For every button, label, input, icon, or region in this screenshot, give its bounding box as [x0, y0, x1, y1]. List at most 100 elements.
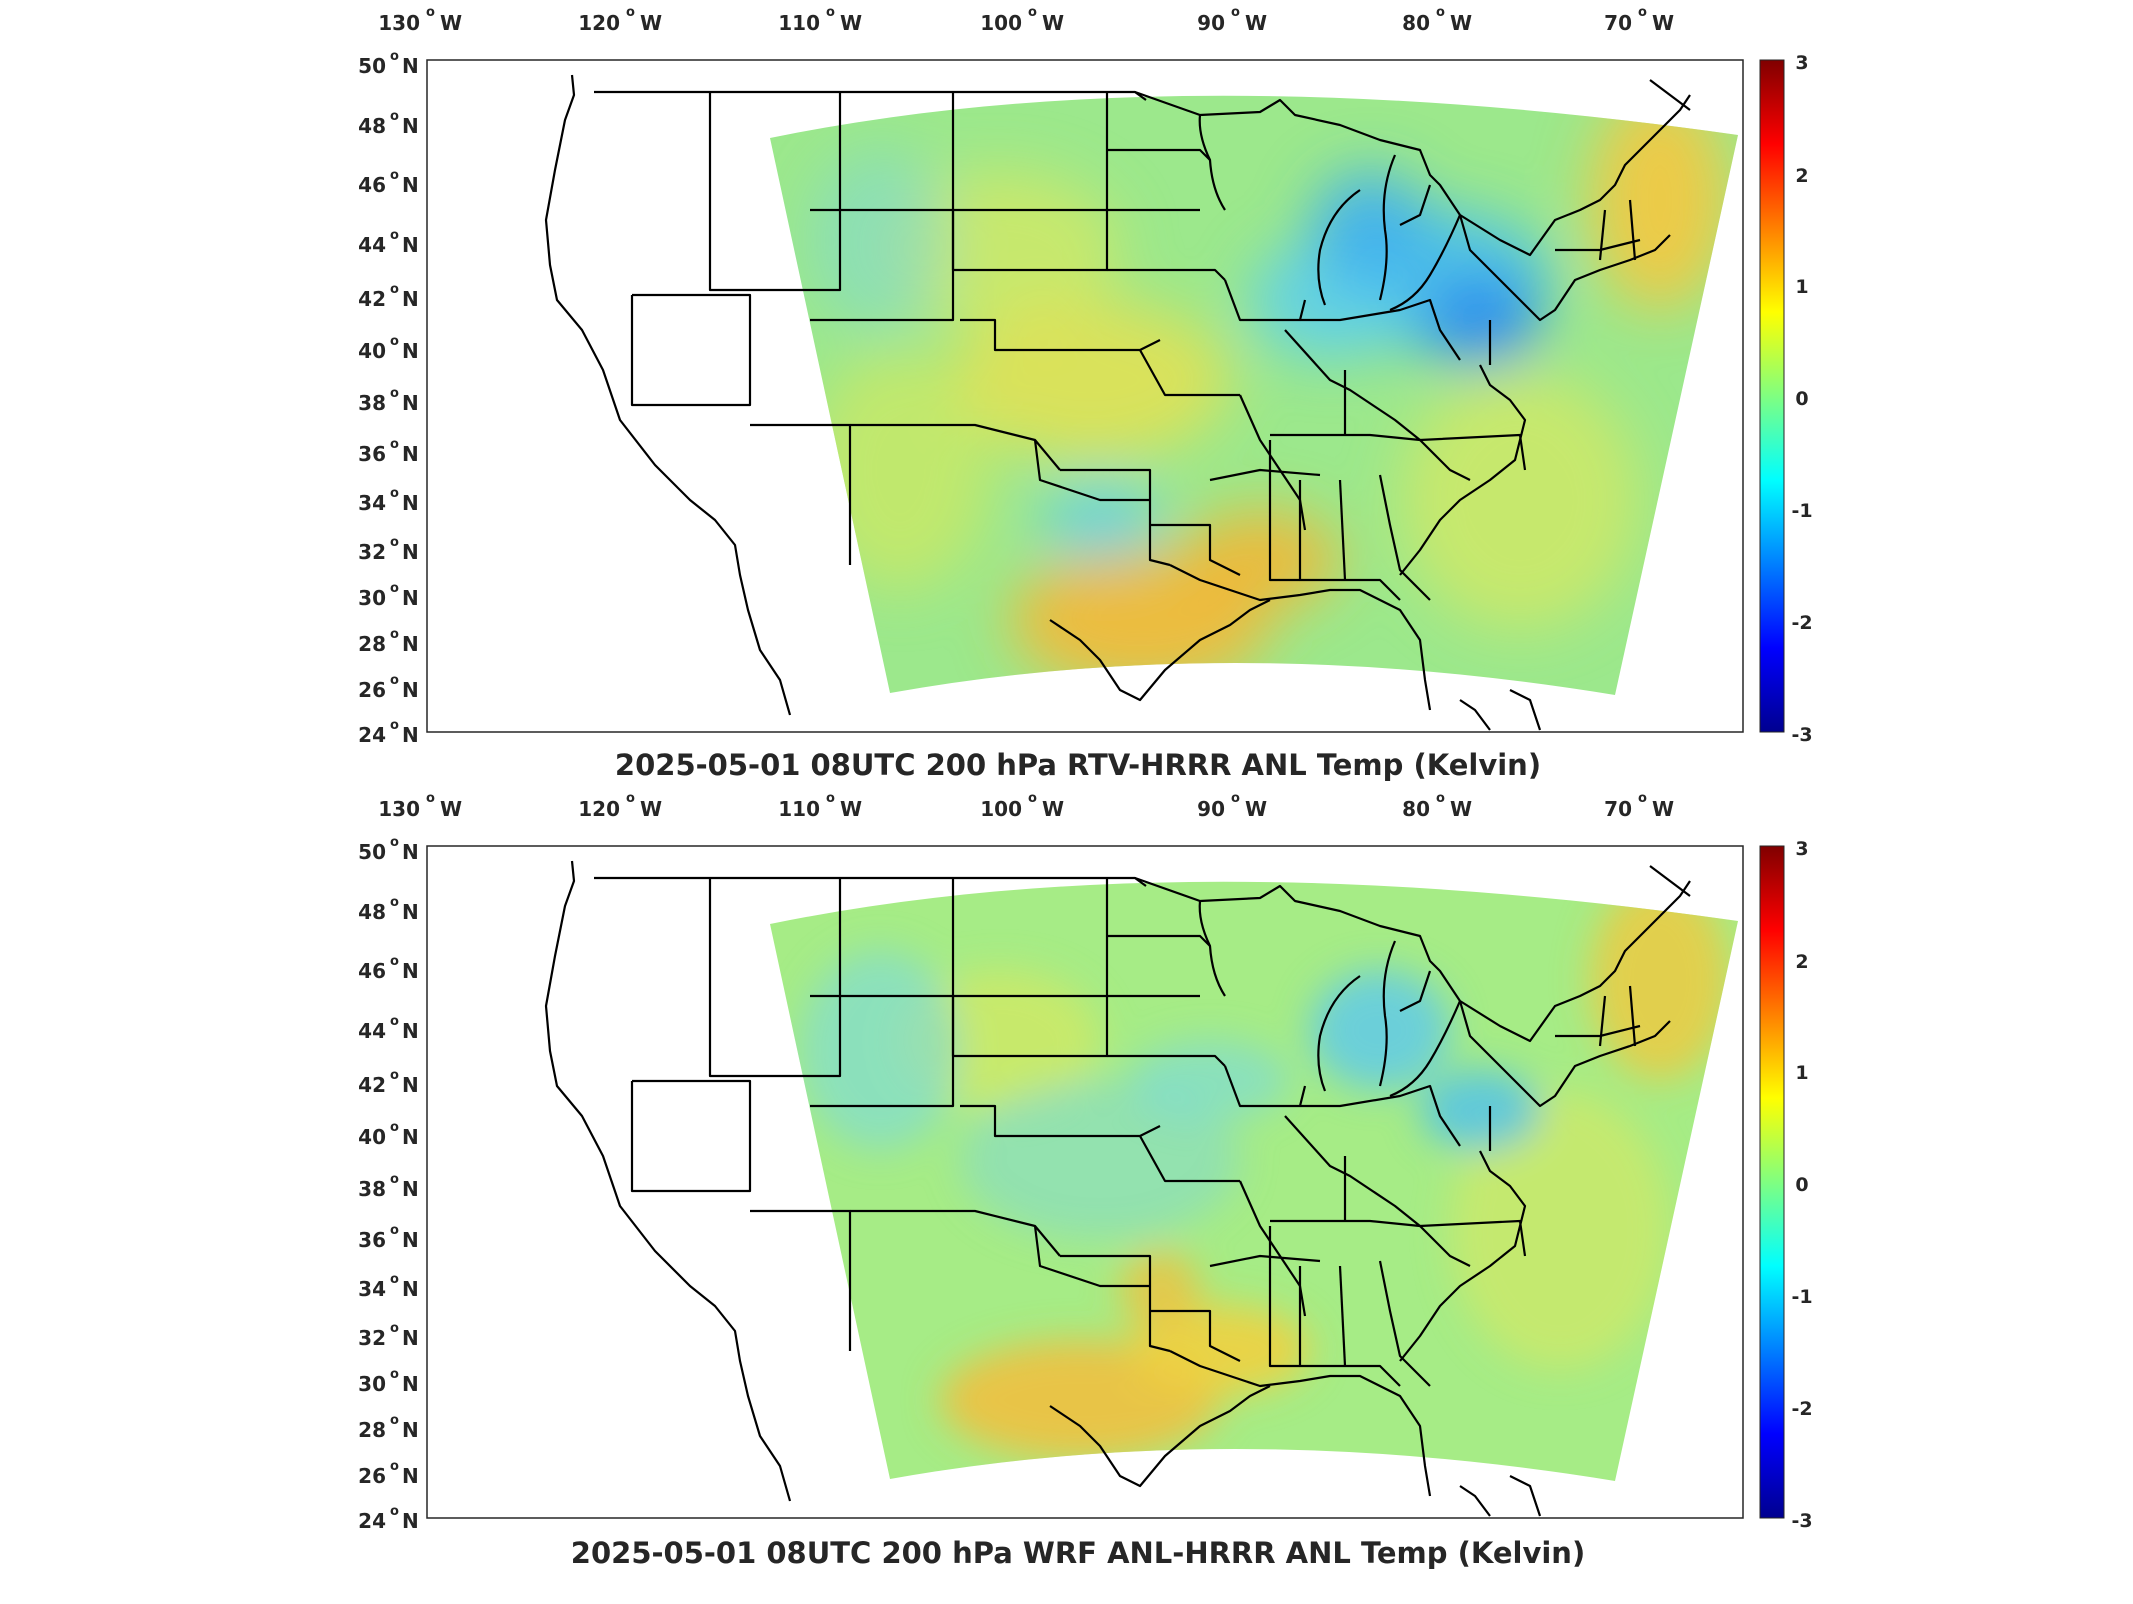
- lat-hemisphere: N: [402, 1509, 419, 1533]
- colorbar-tick-label: -1: [1791, 500, 1812, 522]
- lat-tick-label: 26: [358, 678, 386, 702]
- lat-hemisphere: N: [402, 1073, 419, 1097]
- lat-hemisphere: N: [402, 114, 419, 138]
- lon-hemisphere: W: [840, 797, 862, 821]
- degree-symbol: o: [390, 168, 399, 183]
- colorbar-tick-label: 2: [1795, 165, 1808, 187]
- lon-tick-label: 130: [378, 11, 420, 35]
- degree-symbol: o: [390, 627, 399, 642]
- degree-symbol: o: [1231, 791, 1240, 806]
- panel-title-bottom: 2025-05-01 08UTC 200 hPa WRF ANL-HRRR AN…: [571, 1536, 1585, 1570]
- lat-hemisphere: N: [402, 540, 419, 564]
- lat-hemisphere: N: [402, 1019, 419, 1043]
- lat-tick-label: 50: [358, 840, 386, 864]
- map-panel-bottom: [426, 845, 1744, 1519]
- degree-symbol: o: [1638, 791, 1647, 806]
- lon-hemisphere: W: [1245, 11, 1267, 35]
- lat-tick-label: 46: [358, 959, 386, 983]
- lat-hemisphere: N: [402, 54, 419, 78]
- panel-title-top: 2025-05-01 08UTC 200 hPa RTV-HRRR ANL Te…: [615, 748, 1541, 782]
- colorbar-tick-label: 1: [1795, 1062, 1808, 1084]
- colorbar-tick-label: -3: [1791, 724, 1812, 746]
- map-panel-top: [426, 59, 1744, 733]
- lat-tick-label: 32: [358, 540, 386, 564]
- lon-tick-label: 80: [1402, 11, 1430, 35]
- lon-hemisphere: W: [1245, 797, 1267, 821]
- degree-symbol: o: [390, 1459, 399, 1474]
- lat-hemisphere: N: [402, 900, 419, 924]
- lon-tick-label: 120: [578, 11, 620, 35]
- colorbar-bottom: [1759, 845, 1785, 1519]
- degree-symbol: o: [390, 228, 399, 243]
- lat-hemisphere: N: [402, 1177, 419, 1201]
- lat-tick-label: 32: [358, 1326, 386, 1350]
- lon-tick-label: 120: [578, 797, 620, 821]
- state-borders: [544, 74, 1691, 731]
- lat-hemisphere: N: [402, 1372, 419, 1396]
- colorbar-top: [1759, 59, 1785, 733]
- degree-symbol: o: [390, 581, 399, 596]
- degree-symbol: o: [626, 5, 635, 20]
- degree-symbol: o: [390, 835, 399, 850]
- degree-symbol: o: [390, 49, 399, 64]
- lat-hemisphere: N: [402, 959, 419, 983]
- lon-hemisphere: W: [840, 11, 862, 35]
- degree-symbol: o: [390, 1413, 399, 1428]
- lon-tick-label: 90: [1197, 797, 1225, 821]
- lat-tick-label: 34: [358, 491, 386, 515]
- lat-hemisphere: N: [402, 632, 419, 656]
- lat-tick-label: 24: [358, 723, 386, 747]
- degree-symbol: o: [390, 895, 399, 910]
- degree-symbol: o: [390, 1068, 399, 1083]
- colorbar-tick-label: 0: [1795, 388, 1808, 410]
- lat-tick-label: 44: [358, 233, 386, 257]
- lon-tick-label: 100: [980, 11, 1022, 35]
- degree-symbol: o: [390, 1223, 399, 1238]
- lon-hemisphere: W: [1042, 11, 1064, 35]
- degree-symbol: o: [390, 1172, 399, 1187]
- colorbar-tick-label: -2: [1791, 612, 1812, 634]
- degree-symbol: o: [390, 282, 399, 297]
- lon-hemisphere: W: [640, 797, 662, 821]
- lon-tick-label: 110: [778, 11, 820, 35]
- colorbar-tick-label: 0: [1795, 1174, 1808, 1196]
- degree-symbol: o: [390, 386, 399, 401]
- lat-tick-label: 40: [358, 339, 386, 363]
- lat-hemisphere: N: [402, 287, 419, 311]
- lon-hemisphere: W: [1042, 797, 1064, 821]
- degree-symbol: o: [390, 1014, 399, 1029]
- lat-hemisphere: N: [402, 1418, 419, 1442]
- degree-symbol: o: [390, 1272, 399, 1287]
- lat-hemisphere: N: [402, 586, 419, 610]
- lat-tick-label: 30: [358, 586, 386, 610]
- anomaly-field: [770, 881, 1738, 1481]
- lat-tick-label: 48: [358, 114, 386, 138]
- lon-hemisphere: W: [440, 11, 462, 35]
- colorbar-tick-label: -2: [1791, 1398, 1812, 1420]
- lat-hemisphere: N: [402, 1277, 419, 1301]
- degree-symbol: o: [1028, 791, 1037, 806]
- degree-symbol: o: [390, 437, 399, 452]
- lon-tick-label: 110: [778, 797, 820, 821]
- colorbar-tick-label: 2: [1795, 951, 1808, 973]
- lat-hemisphere: N: [402, 1326, 419, 1350]
- axis-ticks: 130 o W 120 o W 110 o W 100 o W 90 o W 80 o W 70 o W50 o N48 o N…: [358, 5, 1812, 1533]
- lon-hemisphere: W: [1450, 11, 1472, 35]
- lon-hemisphere: W: [1652, 11, 1674, 35]
- lat-hemisphere: N: [402, 233, 419, 257]
- lon-tick-label: 80: [1402, 797, 1430, 821]
- degree-symbol: o: [426, 791, 435, 806]
- degree-symbol: o: [390, 1321, 399, 1336]
- lat-tick-label: 34: [358, 1277, 386, 1301]
- lat-tick-label: 38: [358, 1177, 386, 1201]
- lat-hemisphere: N: [402, 391, 419, 415]
- lon-hemisphere: W: [440, 797, 462, 821]
- lat-tick-label: 42: [358, 287, 386, 311]
- lon-hemisphere: W: [1652, 797, 1674, 821]
- lon-tick-label: 130: [378, 797, 420, 821]
- lat-hemisphere: N: [402, 173, 419, 197]
- lat-tick-label: 30: [358, 1372, 386, 1396]
- lon-tick-label: 90: [1197, 11, 1225, 35]
- degree-symbol: o: [390, 1120, 399, 1135]
